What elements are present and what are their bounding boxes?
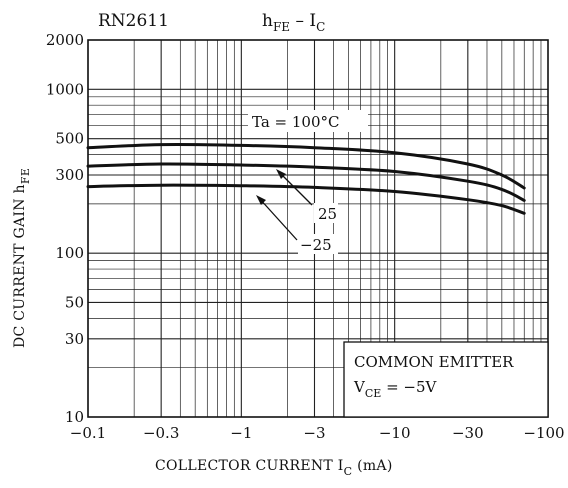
x-axis-title: COLLECTOR CURRENT IC (mA) [155,458,393,478]
tick-labels: −0.1 −0.3 −1 −3 −10 −30 −100 10 30 50 100 300 500 100… [46,31,565,442]
condition-line-2: VCE = −5V [353,378,438,400]
y-tick-label: 500 [55,130,84,148]
x-axis-title-sub: C [344,465,353,478]
data-curves [86,142,526,215]
condition-v: V [353,378,366,396]
y-axis-title: DC CURRENT GAIN hFE [12,168,32,348]
condition-box [343,341,549,418]
tm25-label-bg [298,234,338,254]
x-tick-label: −0.1 [70,424,106,442]
y-axis-title-sub: FE [19,168,32,184]
y-tick-label: 300 [55,166,84,184]
x-tick-label: −3 [303,424,325,442]
t25-label-bg [314,203,338,223]
x-tick-label: −1 [230,424,252,442]
condition-value: = −5V [381,378,437,396]
x-axis-title-unit: (mA) [352,458,392,474]
y-tick-label: 30 [65,330,84,348]
x-tick-label: −100 [523,424,564,442]
chart-title-dash: – I [290,11,316,31]
chart-title: hFE – IC [262,11,325,34]
part-number: RN2611 [98,11,169,31]
tm25-label: −25 [300,236,332,254]
x-axis-title-main: COLLECTOR CURRENT I [155,458,344,474]
condition-ce: CE [365,387,381,400]
series-line [86,183,526,215]
chart-title-main: h [262,11,273,31]
x-tick-label: −0.3 [143,424,179,442]
chart-title-sub-2: C [316,20,325,34]
plot-frame [87,39,549,418]
y-tick-label: 2000 [46,31,84,49]
series-line [86,142,526,190]
leader-m25-arrow [256,195,266,205]
y-tick-label: 50 [65,293,84,311]
condition-line-1: COMMON EMITTER [354,353,514,371]
ta100-label: Ta = 100°C [252,113,340,131]
leader-25 [278,171,313,206]
chart-title-sub-1: FE [273,20,290,34]
y-axis-title-main: DC CURRENT GAIN h [12,184,28,348]
y-tick-label: 10 [65,408,84,426]
series-line [86,162,526,202]
x-tick-label: −10 [379,424,411,442]
ta100-label-bg [248,110,368,132]
t25-label: 25 [318,205,337,223]
y-tick-label: 100 [55,244,84,262]
y-tick-label: 1000 [46,80,84,98]
leader-m25 [258,197,298,241]
leader-25-arrow [276,169,286,179]
x-tick-label: −30 [452,424,484,442]
